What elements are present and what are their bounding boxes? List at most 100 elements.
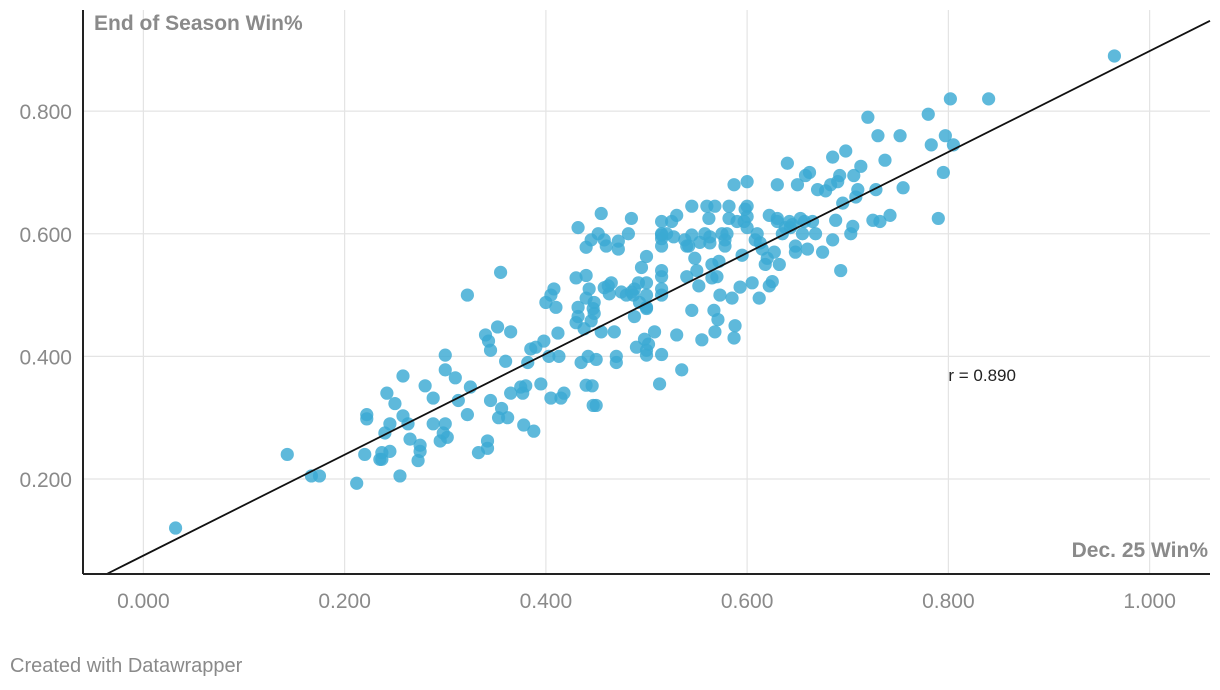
data-point: [654, 214, 669, 229]
data-point: [770, 211, 784, 226]
data-point: [931, 211, 945, 226]
data-point: [460, 288, 474, 302]
data-point: [675, 363, 689, 377]
data-point: [728, 319, 742, 333]
data-point: [549, 300, 563, 314]
data-point: [654, 347, 669, 362]
data-point: [599, 239, 613, 253]
data-point: [380, 386, 394, 400]
data-point: [639, 276, 654, 290]
correlation-annotation: r = 0.890: [948, 366, 1016, 385]
data-point: [571, 221, 585, 235]
data-point: [703, 236, 717, 250]
data-point: [438, 348, 452, 362]
data-point: [493, 265, 508, 279]
data-point: [938, 129, 952, 143]
data-point: [629, 340, 644, 354]
data-point: [557, 386, 571, 400]
data-point: [710, 270, 724, 284]
data-point: [587, 295, 601, 310]
data-point: [587, 306, 601, 321]
data-point: [480, 441, 495, 455]
data-point: [740, 221, 754, 235]
data-point: [982, 92, 996, 106]
data-point: [740, 175, 754, 189]
data-point: [685, 199, 699, 213]
data-point: [833, 168, 847, 183]
data-point: [413, 438, 427, 452]
data-point: [893, 129, 907, 143]
data-point: [851, 183, 865, 197]
data-point: [490, 320, 505, 334]
data-point: [611, 242, 625, 256]
data-point: [1107, 49, 1122, 63]
data-point: [815, 245, 830, 259]
data-point: [607, 325, 621, 339]
data-point: [571, 300, 585, 314]
data-point: [708, 325, 722, 339]
data-point: [504, 386, 518, 400]
data-point: [740, 199, 754, 213]
data-point: [403, 432, 417, 446]
y-tick-label: 0.800: [19, 101, 72, 124]
data-point: [483, 393, 498, 408]
data-point: [571, 309, 585, 324]
data-point: [802, 165, 817, 180]
data-point: [896, 181, 910, 195]
data-point: [393, 469, 407, 483]
data-point: [765, 274, 779, 289]
data-point: [639, 249, 654, 264]
x-tick-label: 1.000: [1123, 590, 1176, 613]
data-point: [624, 211, 639, 226]
data-point: [589, 398, 603, 413]
data-point: [609, 349, 623, 363]
footer-credit: Created with Datawrapper: [10, 655, 243, 677]
data-point: [604, 276, 618, 290]
data-point: [652, 377, 667, 391]
data-point: [767, 245, 781, 259]
data-point: [641, 337, 656, 351]
data-point: [921, 107, 935, 121]
data-point: [426, 417, 440, 431]
x-axis-title: Dec. 25 Win%: [1072, 539, 1209, 562]
data-point: [725, 291, 739, 305]
y-tick-label: 0.600: [19, 224, 72, 247]
data-point: [654, 282, 669, 296]
data-point: [795, 227, 810, 241]
data-point: [702, 211, 716, 226]
data-point: [517, 418, 531, 432]
data-point: [692, 279, 706, 293]
y-axis-title: End of Season Win%: [94, 12, 303, 35]
data-point: [579, 268, 593, 283]
x-tick-label: 0.400: [520, 590, 573, 613]
data-point: [871, 129, 885, 143]
data-point: [483, 343, 498, 357]
data-point: [727, 331, 741, 345]
trendline-group: [106, 19, 1211, 575]
data-point: [873, 214, 887, 229]
data-point: [752, 291, 766, 305]
data-point: [826, 150, 840, 164]
data-point: [695, 333, 709, 347]
data-point: [396, 369, 410, 383]
data-point: [383, 417, 397, 431]
data-point: [883, 208, 897, 222]
data-point: [168, 521, 183, 535]
data-point: [438, 417, 452, 431]
axes: [82, 10, 1210, 575]
data-point: [690, 263, 704, 278]
x-tick-label: 0.200: [318, 590, 371, 613]
data-point: [839, 144, 853, 158]
data-point: [854, 159, 868, 173]
data-point: [847, 168, 861, 183]
data-point: [682, 239, 696, 253]
data-point: [829, 213, 843, 227]
data-point: [519, 379, 533, 393]
data-point: [647, 325, 662, 339]
data-point: [426, 391, 440, 405]
data-point: [685, 303, 699, 317]
data-point: [585, 379, 599, 393]
data-point: [670, 328, 684, 342]
data-point: [878, 153, 892, 167]
